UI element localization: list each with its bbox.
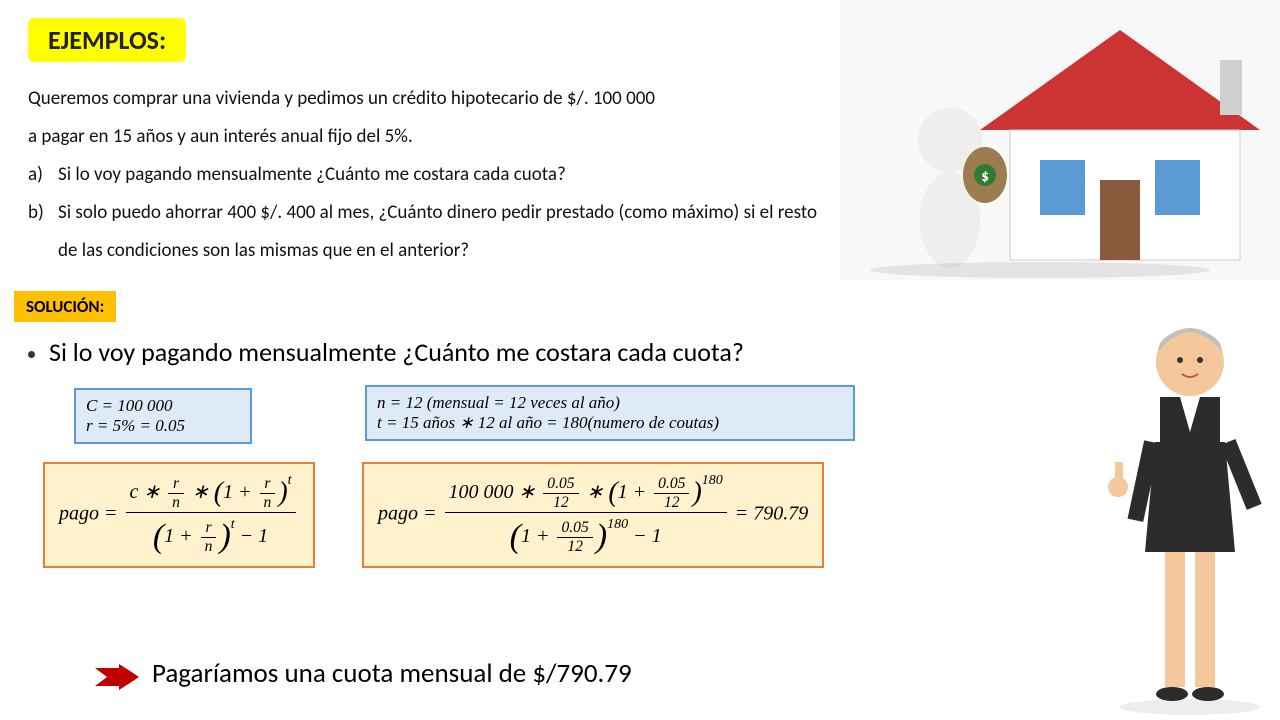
data-r: r = 5% = 0.05 xyxy=(86,416,240,436)
formula-general-box: pago = c ∗ rn ∗ (1 + rn)t (1 + rn)t − 1 xyxy=(43,462,315,568)
house-illustration: $ xyxy=(840,0,1280,280)
svg-text:$: $ xyxy=(981,168,989,186)
bullet-icon xyxy=(28,351,35,358)
teacher-illustration xyxy=(1060,292,1280,717)
data-C: C = 100 000 xyxy=(86,396,240,416)
item-b-text: Si solo puedo ahorrar 400 $/. 400 al mes… xyxy=(58,194,838,270)
formula-result: = 790.79 xyxy=(735,503,809,525)
arrow-icon xyxy=(95,664,139,690)
problem-item-b: b) Si solo puedo ahorrar 400 $/. 400 al … xyxy=(28,194,838,270)
formula-substituted-box: pago = 100 000 ∗ 0.0512 ∗ (1 + 0.0512)18… xyxy=(362,462,824,568)
item-a-label: a) xyxy=(28,156,50,194)
problem-item-a: a) Si lo voy pagando mensualmente ¿Cuánt… xyxy=(28,156,838,194)
problem-statement: Queremos comprar una vivienda y pedimos … xyxy=(28,80,838,270)
data-t: t = 15 años ∗ 12 al año = 180(numero de … xyxy=(377,413,843,433)
data-box-periods: n = 12 (mensual = 12 veces al año) t = 1… xyxy=(365,385,855,441)
ejemplos-badge: EJEMPLOS: xyxy=(28,18,186,62)
formula-substituted: pago = 100 000 ∗ 0.0512 ∗ (1 + 0.0512)18… xyxy=(362,462,824,568)
problem-line1: Queremos comprar una vivienda y pedimos … xyxy=(28,80,838,118)
conclusion-text: Pagaríamos una cuota mensual de $/790.79 xyxy=(152,657,632,690)
data-n: n = 12 (mensual = 12 veces al año) xyxy=(377,393,843,413)
data-box-principal-rate: C = 100 000 r = 5% = 0.05 xyxy=(74,388,252,444)
formula-general: pago = c ∗ rn ∗ (1 + rn)t (1 + rn)t − 1 xyxy=(43,462,315,568)
question-1: Si lo voy pagando mensualmente ¿Cuánto m… xyxy=(28,336,744,368)
item-a-text: Si lo voy pagando mensualmente ¿Cuánto m… xyxy=(58,156,566,194)
question-1-text: Si lo voy pagando mensualmente ¿Cuánto m… xyxy=(49,336,744,368)
problem-line2: a pagar en 15 años y aun interés anual f… xyxy=(28,118,838,156)
solucion-badge: SOLUCIÓN: xyxy=(14,291,116,322)
item-b-label: b) xyxy=(28,194,50,270)
